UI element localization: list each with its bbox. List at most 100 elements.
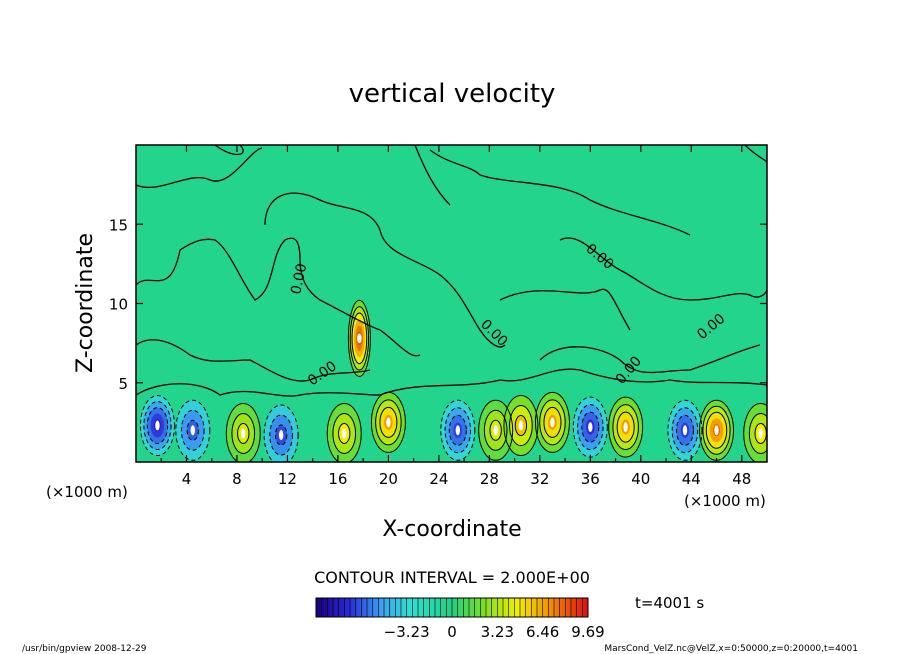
cell-core [623,422,628,433]
time-label: t=4001 s [635,594,704,612]
cell-contour [748,412,767,454]
contour-line [214,145,244,156]
velocity-cells [140,300,767,462]
x-tick-label: 24 [429,470,448,488]
cell-contour [146,407,169,445]
cell-contour [379,406,398,438]
x-tick-label: 12 [278,470,297,488]
y-tick-label: 5 [118,375,128,393]
contour-line [429,149,691,236]
x-tick-label: 20 [379,470,398,488]
x-unit-right: (×1000 m) [684,492,766,510]
cell-contour [274,424,288,446]
cell-contour [616,411,635,443]
cell-contour [608,396,644,458]
x-tick-label: 8 [232,470,242,488]
cell-contour [263,404,299,462]
contour-interval-label: CONTOUR INTERVAL = 2.000E+00 [314,568,590,587]
cell-contour [338,422,351,444]
cell-core [342,428,347,439]
y-tick-label: 10 [109,296,128,314]
x-tick-label: 40 [631,470,650,488]
cell-core [278,430,284,441]
y-tick-label: 15 [109,216,128,234]
cell-core [682,425,688,436]
cell-contour [375,399,402,446]
cell-contour [347,299,371,377]
cell-contour [675,414,694,446]
cell-contour [539,399,566,446]
y-axis-label: Z-coordinate [73,233,98,373]
x-tick-label: 32 [530,470,549,488]
axis-ticks [136,145,767,462]
cell-core [588,422,593,433]
cell-core [190,425,195,436]
x-tick-label: 48 [732,470,751,488]
cell-contour [143,401,172,451]
contour-line [414,145,451,206]
contour-line [559,237,767,301]
contour-line [539,344,761,374]
cell-contour [444,407,472,454]
contour-line [136,368,767,397]
cell-contour [237,422,250,444]
colorbar-tick-label: 9.69 [571,623,604,641]
colorbar-tick-labels: −3.23 0 3.23 6.46 9.69 [384,623,605,641]
colorbar-tick-label: −3.23 [384,623,430,641]
contour-line [136,237,421,357]
cell-contour [543,406,562,438]
x-tick-labels: 4 8 12 16 20 24 28 32 36 40 44 48 [182,470,752,488]
cell-core [758,428,763,439]
cell-core [155,420,160,431]
cell-contour [225,402,261,462]
colorbar-tick-marks [321,598,583,617]
cell-contour [186,419,199,441]
x-tick-label: 4 [182,470,192,488]
cell-core [386,417,391,428]
cell-contour [478,399,514,461]
cell-contour [349,306,370,371]
cell-core [455,425,461,436]
cell-core [357,333,362,344]
x-tick-label: 28 [480,470,499,488]
x-tick-label: 36 [581,470,600,488]
cell-contour [612,404,639,451]
y-tick-labels: 5 10 15 [109,216,128,393]
cell-core [518,420,524,431]
cell-core [714,425,719,436]
colorbar-tick-label: 0 [447,623,457,641]
contour-line [136,339,371,382]
cell-contour [139,395,175,457]
contour-line [264,192,506,348]
cell-contour [231,412,256,454]
cell-contour [332,412,357,454]
cell-contour [702,405,731,455]
footer-right: MarsCond_VelZ.nc@VelZ,x=0:50000,z=0:2000… [604,644,858,654]
cell-contour [180,409,205,451]
cell-contour [743,402,767,462]
cell-contour [671,407,699,454]
cell-contour [705,411,728,449]
contour-line [499,288,631,331]
x-tick-label: 16 [328,470,347,488]
cell-contour [489,419,502,441]
cell-contour [326,402,362,462]
cell-contour [448,414,467,446]
cell-core [550,417,555,428]
x-tick-label: 44 [682,470,701,488]
cell-contours [139,299,767,462]
cell-contour [440,399,476,461]
cell-core [241,428,246,439]
contour-label: 0.00 [288,262,310,296]
cell-contour [175,399,211,461]
cell-contour [503,395,539,457]
cell-contour [534,391,570,453]
x-axis-label: X-coordinate [382,517,521,542]
cell-contour [514,415,528,437]
chart-title: vertical velocity [349,79,556,109]
cell-contour [509,405,533,447]
cell-contour [577,404,604,451]
colorbar-tick-label: 6.46 [526,623,559,641]
x-unit-left: (×1000 m) [46,483,128,501]
